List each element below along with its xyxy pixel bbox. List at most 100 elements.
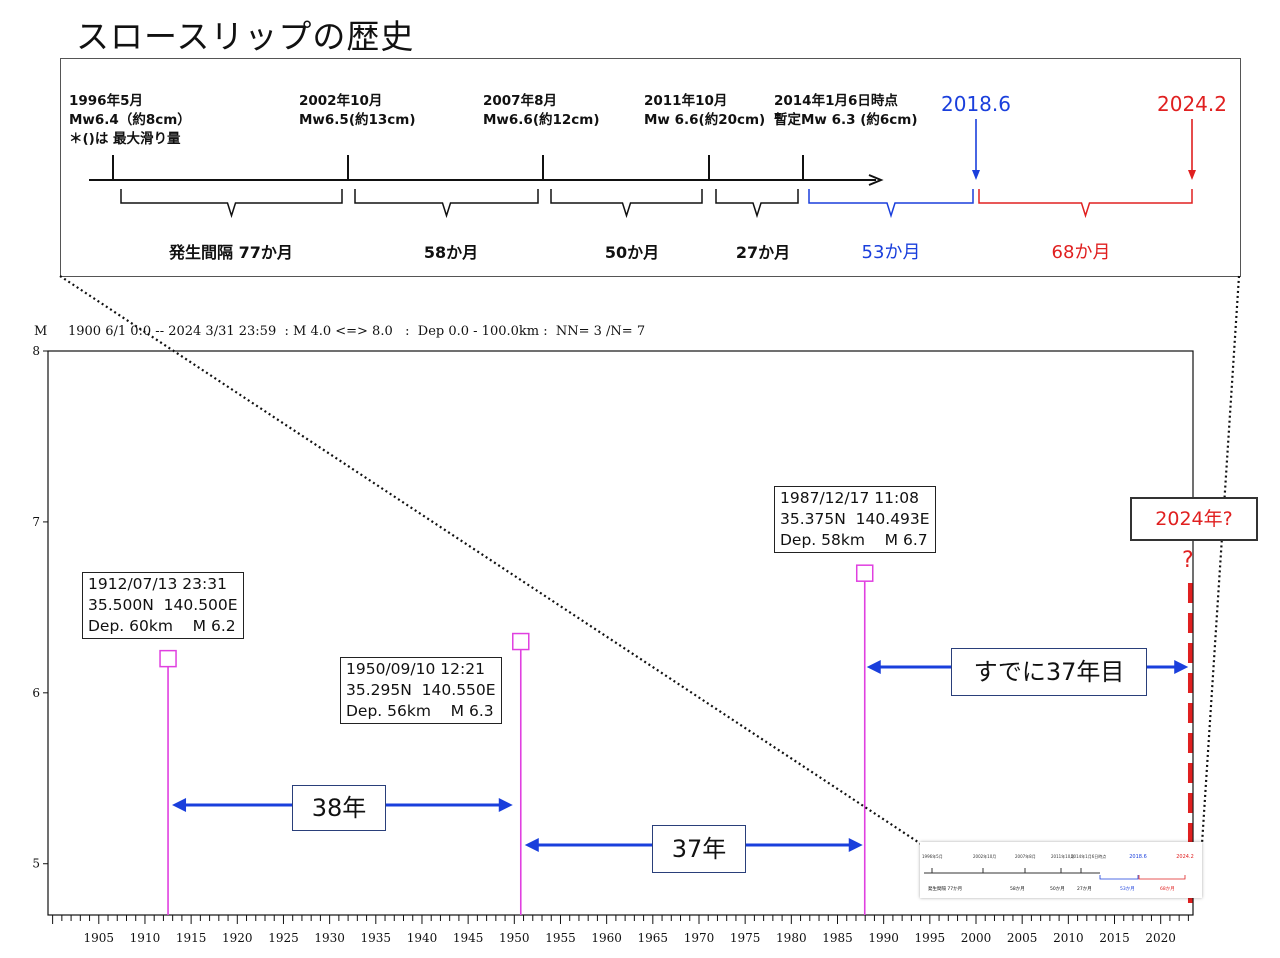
- forecast-question-mark: ?: [1182, 548, 1194, 573]
- thumb-interval-label: 発生間隔 77か月: [928, 885, 962, 892]
- earthquake-info-line: 35.375N 140.493E: [780, 510, 930, 528]
- earthquake-marker: [855, 564, 874, 582]
- thumb-event-text: 2002年10月: [973, 853, 996, 859]
- timeline-forecast-label: 2018.6: [941, 92, 1011, 116]
- thumb-brace-blue: [1099, 875, 1139, 880]
- zoom-connector-left: [59, 275, 922, 845]
- page-title: スロースリップの歴史: [76, 17, 415, 56]
- timeline-event-text: Mw6.4（約8cm）: [69, 111, 191, 128]
- timeline-forecast-arrowhead: [1188, 170, 1196, 180]
- thumb-interval-label: 53か月: [1120, 885, 1135, 892]
- interval-arrow-38-years-head-right: [498, 798, 513, 812]
- interval-label-38-years: 38年: [292, 785, 386, 831]
- timeline-event-text: Mw6.6(約12cm): [483, 111, 600, 128]
- chart-query-header: M 1900 6/1 0:0 -- 2024 3/31 23:59 : M 4.…: [34, 324, 646, 339]
- x-tick-label: 2020: [1145, 931, 1176, 945]
- timeline-event-text: 2007年8月: [483, 92, 557, 109]
- interval-label-37-years: 37年: [652, 825, 746, 873]
- earthquake-marker: [159, 649, 177, 668]
- x-tick-label: 1905: [84, 931, 115, 945]
- x-tick-label: 1995: [915, 931, 946, 945]
- thumb-interval-label: 50か月: [1050, 885, 1065, 892]
- timeline-event-text: Mw6.5(約13cm): [299, 111, 416, 128]
- x-tick-label: 1985: [822, 931, 853, 945]
- x-tick-label: 1975: [730, 931, 761, 945]
- thumb-event-text: 2007年8月: [1015, 853, 1036, 859]
- thumb-brace-red: [1138, 875, 1186, 880]
- x-tick-label: 1910: [130, 931, 161, 945]
- slow-slip-timeline-panel: 1996年5月 Mw6.4（約8cm） ＊()は 最大滑り量 2002年10月 Mw6.…: [60, 58, 1241, 277]
- earthquake-info-box-1950: 1950/09/10 12:21 35.295N 140.550E Dep. 56k…: [340, 657, 502, 724]
- x-tick-label: 2015: [1099, 931, 1130, 945]
- earthquake-info-box-1912: 1912/07/13 23:31 35.500N 140.500E Dep. 60k…: [82, 572, 244, 639]
- thumb-forecast-label: 2018.6: [1129, 854, 1147, 860]
- x-tick-label: 1945: [453, 931, 484, 945]
- x-tick-label: 2000: [961, 931, 992, 945]
- y-tick-label: 7: [32, 515, 40, 529]
- earthquake-info-box-1987: 1987/12/17 11:08 35.375N 140.493E Dep. 58k…: [774, 486, 936, 553]
- interval-label-already-37th-year: すでに37年目: [951, 648, 1147, 696]
- timeline-thumbnail-graphic: 1996年5月 2002年10月 2007年8月 2011年10月2014年1月6日時…: [922, 853, 1194, 892]
- timeline-interval-brace: [715, 189, 799, 219]
- y-tick-label: 8: [32, 344, 40, 358]
- forecast-label: 2024年?: [1130, 497, 1258, 541]
- timeline-interval-label: 27か月: [736, 243, 790, 262]
- interval-arrow-already-37th-year-head-left: [866, 660, 881, 674]
- timeline-interval-brace: [978, 189, 1193, 219]
- thumb-event-text: 1996年5月: [922, 853, 943, 859]
- zoom-connector-right: [1200, 275, 1241, 845]
- timeline-interval-brace: [550, 189, 703, 219]
- x-tick-label: 1930: [314, 931, 345, 945]
- x-tick-label: 1990: [868, 931, 899, 945]
- timeline-event-text: Mw 6.6(約20cm): [644, 111, 765, 128]
- timeline-interval-label: 58か月: [424, 243, 478, 262]
- interval-arrow-already-37th-year-head-right: [1174, 660, 1189, 674]
- earthquake-info-line: Dep. 60km M 6.2: [88, 617, 236, 635]
- x-tick-label: 2005: [1007, 931, 1038, 945]
- timeline-axis-arrowhead: [868, 174, 884, 186]
- timeline-interval-brace: [354, 189, 539, 219]
- timeline-thumbnail: 1996年5月 2002年10月 2007年8月 2011年10月 2014年1月6日時…: [920, 842, 1202, 898]
- x-tick-label: 1920: [222, 931, 253, 945]
- x-tick-label: 1965: [638, 931, 669, 945]
- earthquake-info-line: Dep. 56km M 6.3: [346, 702, 494, 720]
- timeline-interval-label: 68か月: [1052, 242, 1111, 263]
- slow-slip-timeline: 1996年5月 Mw6.4（約8cm） ＊()は 最大滑り量 2002年10月 Mw6.…: [69, 92, 1227, 263]
- thumb-event-text: 2011年10月: [1051, 853, 1074, 859]
- thumb-interval-label: 58か月: [1010, 885, 1025, 892]
- y-tick-label: 6: [32, 686, 40, 700]
- timeline-interval-label: 発生間隔 77か月: [168, 243, 293, 262]
- interval-arrow-37-years-head-right: [848, 838, 863, 852]
- thumb-interval-label: 68か月: [1160, 885, 1175, 892]
- x-tick-label: 1915: [176, 931, 207, 945]
- earthquake-marker: [512, 632, 530, 651]
- x-tick-label: 1980: [776, 931, 807, 945]
- timeline-event-text: ＊()は 最大滑り量: [69, 130, 181, 147]
- earthquake-info-line: 1987/12/17 11:08: [780, 489, 919, 507]
- timeline-event-text: 暫定Mw 6.3 (約6cm): [774, 111, 918, 128]
- thumb-interval-label: 27か月: [1077, 885, 1092, 892]
- x-tick-label: 1950: [499, 931, 530, 945]
- earthquake-info-line: 35.500N 140.500E: [88, 596, 238, 614]
- timeline-event-text: 1996年5月: [69, 92, 143, 109]
- timeline-interval-brace: [120, 189, 343, 219]
- thumb-forecast-label: 2024.2: [1176, 854, 1194, 860]
- timeline-interval-label: 50か月: [605, 243, 659, 262]
- x-tick-label: 1935: [361, 931, 392, 945]
- x-tick-label: 1960: [591, 931, 622, 945]
- interval-arrow-37-years-head-left: [524, 838, 539, 852]
- earthquake-info-line: 35.295N 140.550E: [346, 681, 496, 699]
- timeline-event-text: 2014年1月6日時点: [774, 92, 898, 109]
- x-tick-label: 1940: [407, 931, 438, 945]
- timeline-interval-brace: [808, 189, 974, 219]
- timeline-event-text: 2002年10月: [299, 92, 382, 109]
- timeline-forecast-label: 2024.2: [1157, 92, 1227, 116]
- plot-frame: [47, 350, 1194, 916]
- x-tick-label: 1955: [545, 931, 576, 945]
- earthquake-info-line: 1912/07/13 23:31: [88, 575, 227, 593]
- timeline-forecast-arrowhead: [972, 170, 980, 180]
- thumb-event-text: 2014年1月6日時点: [1071, 853, 1106, 859]
- interval-arrow-38-years-head-left: [172, 798, 187, 812]
- x-tick-label: 1970: [684, 931, 715, 945]
